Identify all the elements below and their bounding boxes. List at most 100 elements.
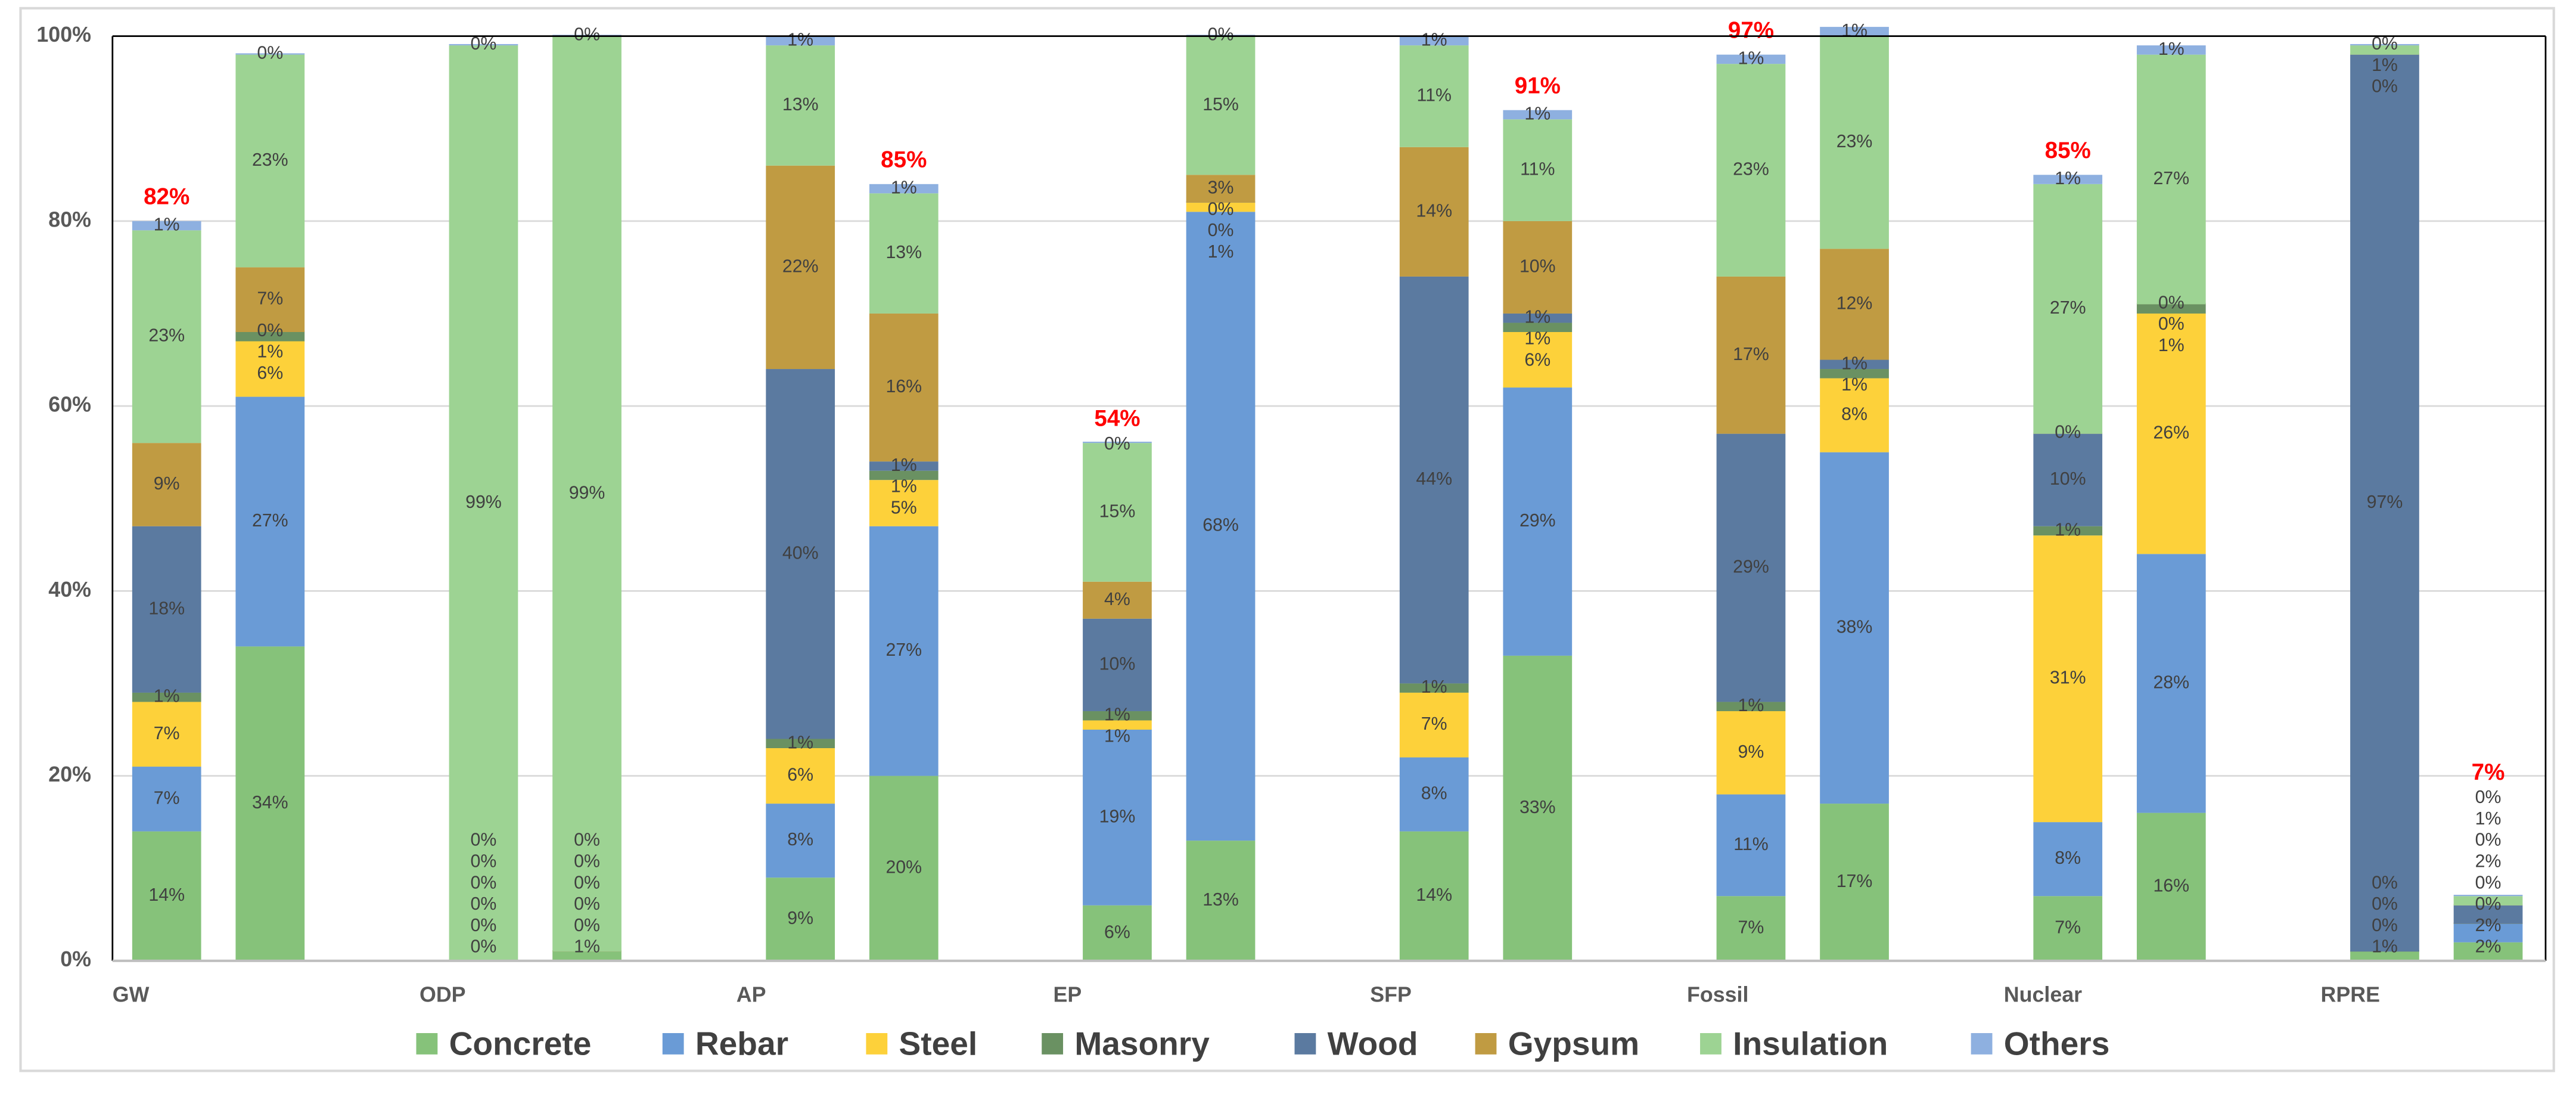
data-label: 44%: [1416, 469, 1452, 489]
bar-segment-concrete: [2453, 942, 2523, 961]
bars-layer: 82%1%23%9%18%1%7%7%14%0%23%7%0%1%6%27%34…: [132, 17, 2523, 961]
data-label: 1%: [1738, 48, 1764, 68]
data-label: 23%: [148, 326, 185, 346]
bar-segment-insulation: [1503, 119, 1573, 221]
total-label: 85%: [2045, 138, 2091, 163]
bar-segment-concrete: [1399, 831, 1469, 961]
bar-segment-others: [235, 53, 305, 55]
data-label: 19%: [1099, 807, 1136, 826]
bar-segment-rebar: [235, 396, 305, 647]
data-label: 1%: [1208, 242, 1234, 262]
data-label: 13%: [1202, 890, 1239, 910]
legend-label: Gypsum: [1508, 1025, 1639, 1062]
bar-segment-concrete: [1820, 804, 1889, 961]
data-label: 22%: [782, 256, 819, 276]
bar-segment-insulation: [449, 45, 518, 961]
bar-segment-rebar: [1503, 387, 1573, 656]
bar-segment-gypsum: [1399, 147, 1469, 277]
bar-segment-others: [449, 44, 518, 46]
legend-item-steel: Steel: [866, 1025, 977, 1062]
data-label: 1%: [2372, 55, 2398, 75]
stacked-bar-rpre-2: 7%0%1%0%2%0%0%2%2%: [2453, 759, 2523, 961]
bar-segment-concrete: [1716, 896, 1786, 961]
bar-segment-wood: [2453, 905, 2523, 924]
bar-segment-masonry: [1083, 711, 1152, 721]
bar-segment-steel: [235, 341, 305, 397]
bar-segment-gypsum: [1083, 581, 1152, 619]
bar-segment-rebar: [2453, 923, 2523, 942]
data-label: 1%: [2055, 520, 2081, 539]
data-label: 0%: [471, 894, 497, 914]
bar-segment-steel: [1503, 331, 1573, 388]
data-label: 7%: [2055, 917, 2081, 937]
stacked-bar-fossil-2: 1% 23% 12% 1% 1% 8% 38% 17%: [1820, 21, 1889, 961]
bar-segment-wood: [1820, 359, 1889, 370]
bar-segment-wood: [1083, 618, 1152, 711]
data-label: 27%: [2153, 169, 2189, 188]
bar-segment-rebar: [1399, 757, 1469, 832]
bar-segment-insulation: [235, 54, 305, 268]
bar-segment-insulation: [1186, 36, 1256, 175]
data-label: 11%: [1733, 835, 1768, 854]
data-label: 13%: [885, 243, 922, 262]
legend-label: Insulation: [1733, 1025, 1888, 1062]
bar-segment-steel: [1820, 378, 1889, 452]
bar-segment-gypsum: [132, 443, 201, 526]
data-label: 34%: [252, 793, 288, 813]
bar-segment-masonry: [1399, 683, 1469, 693]
data-label: 0%: [2475, 830, 2502, 850]
data-label: 38%: [1837, 617, 1873, 637]
data-label: 0%: [2475, 787, 2502, 807]
bar-segment-others: [1399, 36, 1469, 46]
bar-segment-concrete: [2350, 951, 2419, 961]
stacked-bar-nuclear-1: 85% 1% 27% 0% 10% 1% 31% 8% 7%: [2033, 138, 2103, 961]
y-tick-label: 100%: [36, 23, 91, 46]
bar-segment-wood: [2033, 433, 2103, 526]
bar-segment-gypsum: [1503, 221, 1573, 314]
data-label: 0%: [2372, 894, 2398, 914]
bar-segment-insulation: [1083, 443, 1152, 582]
data-label: 31%: [2050, 668, 2086, 688]
data-label: 23%: [252, 150, 288, 170]
bar-segment-steel: [1186, 202, 1256, 212]
bar-segment-gypsum: [869, 313, 939, 462]
data-label: 6%: [257, 364, 283, 383]
x-category-label: GW: [113, 983, 150, 1007]
legend-swatch: [1294, 1033, 1316, 1055]
data-label: 8%: [1421, 784, 1447, 804]
bar-segment-gypsum: [766, 165, 835, 370]
x-category-label: ODP: [420, 983, 466, 1007]
data-label: 26%: [2153, 423, 2189, 443]
stacked-bar-gw-1: 82% 1% 23% 9% 18% 1% 7% 7% 14%: [132, 184, 201, 961]
bar-segment-concrete: [1186, 841, 1256, 961]
y-tick-label: 20%: [48, 762, 91, 786]
bar-segment-others: [2033, 175, 2103, 184]
bar-segment-concrete: [2033, 896, 2103, 961]
data-label: 1%: [2158, 39, 2185, 59]
data-label: 17%: [1733, 345, 1769, 364]
data-label: 7%: [1738, 917, 1764, 937]
data-label: 1%: [1738, 696, 1764, 715]
data-label: 0%: [574, 916, 600, 935]
bar-segment-masonry: [1820, 369, 1889, 379]
bar-segment-concrete: [132, 831, 201, 961]
bar-segment-masonry: [2136, 304, 2206, 314]
bar-segment-insulation: [2033, 184, 2103, 434]
data-label: 4%: [1104, 590, 1130, 609]
bar-segment-steel: [132, 702, 201, 767]
total-label: 85%: [881, 147, 927, 172]
data-label: 0%: [2372, 77, 2398, 97]
bar-segment-insulation: [2136, 54, 2206, 305]
bar-segment-concrete: [2136, 813, 2206, 961]
data-label: 1%: [891, 178, 917, 198]
data-label: 0%: [2475, 873, 2502, 892]
bar-segment-wood: [1399, 276, 1469, 684]
bar-segment-rebar: [132, 767, 201, 832]
data-label: 7%: [154, 788, 180, 808]
legend-swatch: [866, 1033, 888, 1055]
total-label: 91%: [1515, 73, 1561, 98]
data-label: 0%: [574, 851, 600, 871]
data-label: 29%: [1520, 511, 1556, 531]
data-label: 0%: [471, 937, 497, 957]
data-label: 9%: [1738, 742, 1764, 762]
